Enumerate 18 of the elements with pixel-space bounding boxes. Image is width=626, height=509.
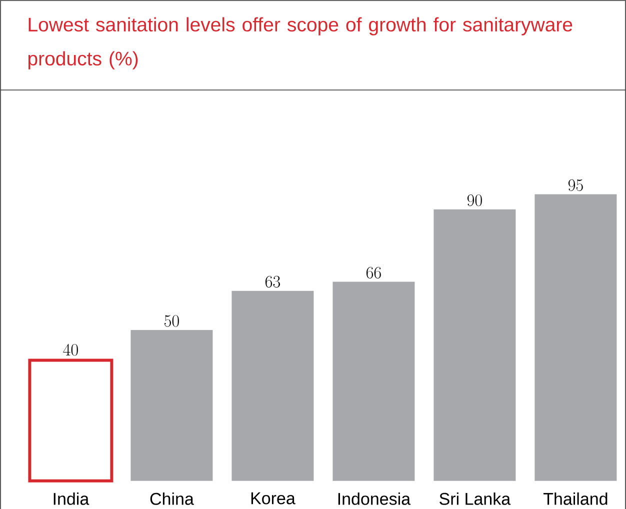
x-tick-label: Indonesia bbox=[338, 492, 411, 505]
x-tick-label: Korea bbox=[251, 492, 296, 504]
bar bbox=[232, 290, 314, 481]
x-tick-label: Sri Lanka bbox=[440, 492, 511, 505]
bar bbox=[332, 282, 415, 481]
x-tick-label: Thailand bbox=[543, 492, 608, 505]
x-tick-label: China bbox=[150, 492, 194, 505]
data-label: 40 bbox=[63, 344, 78, 356]
data-label: 90 bbox=[467, 194, 482, 206]
bar bbox=[130, 330, 213, 481]
chart-title: Lowest sanitation levels offer scope of growth for sanitaryware products (%) bbox=[28, 17, 572, 70]
data-label: 95 bbox=[568, 179, 583, 192]
data-label: 66 bbox=[366, 266, 381, 279]
bar bbox=[434, 209, 516, 481]
data-label: 50 bbox=[164, 315, 179, 327]
bar bbox=[534, 194, 617, 481]
x-tick-label: India bbox=[54, 492, 90, 505]
data-label: 63 bbox=[265, 276, 280, 288]
